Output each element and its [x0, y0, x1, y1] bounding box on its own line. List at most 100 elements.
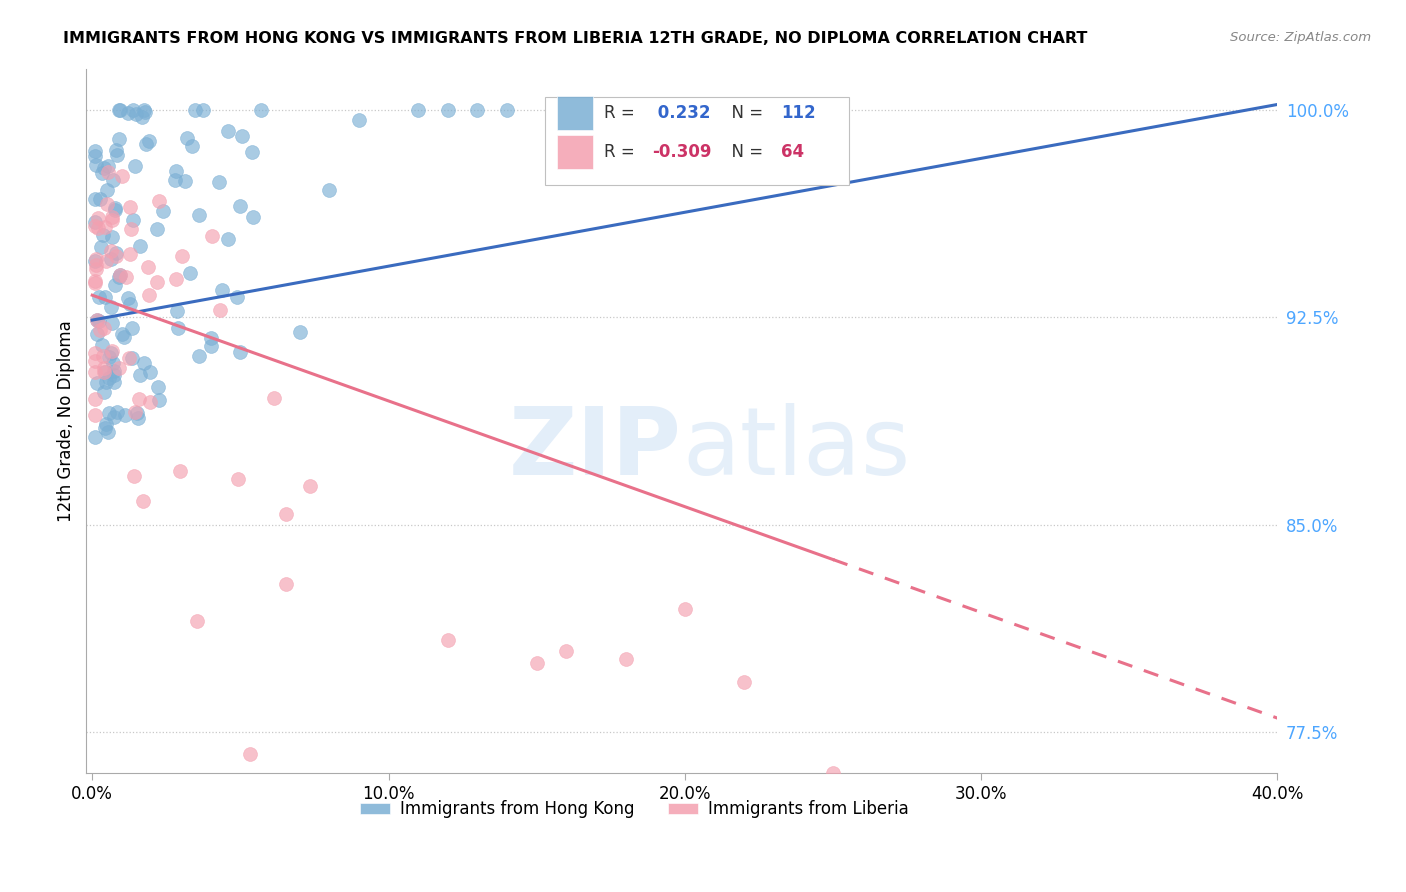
Point	[100, 213, 122, 227]
Point	[107, 131, 129, 145]
Point	[127, 411, 149, 425]
Point	[84, 365, 107, 379]
Point	[108, 268, 131, 282]
Point	[97, 165, 120, 179]
Point	[86, 312, 108, 326]
Point	[127, 406, 149, 420]
Point	[108, 268, 131, 283]
Point	[84, 253, 107, 268]
Point	[107, 103, 129, 117]
Point	[436, 632, 458, 647]
Point	[90, 240, 112, 254]
Point	[124, 159, 146, 173]
Point	[148, 194, 170, 209]
Point	[129, 239, 152, 253]
Point	[105, 148, 128, 162]
Point	[94, 253, 117, 268]
Point	[673, 602, 696, 616]
Point	[176, 131, 198, 145]
Point	[120, 297, 142, 311]
Point	[101, 344, 124, 359]
Point	[90, 166, 112, 180]
Point	[169, 464, 191, 478]
Point	[134, 105, 156, 120]
Point	[166, 304, 188, 318]
Point	[174, 173, 197, 187]
Point	[138, 288, 160, 302]
Point	[132, 493, 155, 508]
Point	[89, 323, 111, 337]
Point	[347, 113, 370, 128]
Point	[111, 327, 134, 342]
Point	[146, 222, 169, 236]
Point	[117, 106, 139, 120]
Point	[90, 338, 112, 352]
Point	[209, 303, 232, 318]
Point	[148, 393, 170, 408]
Point	[100, 316, 122, 330]
Point	[89, 192, 111, 206]
Point	[84, 430, 107, 444]
Point	[318, 183, 340, 197]
Point	[100, 252, 122, 266]
Point	[118, 200, 141, 214]
Point	[86, 221, 108, 235]
Point	[96, 197, 118, 211]
Point	[91, 227, 114, 242]
Point	[107, 270, 129, 285]
Point	[84, 219, 107, 233]
Point	[263, 391, 285, 405]
Point	[120, 247, 142, 261]
Point	[124, 405, 146, 419]
Point	[118, 351, 141, 365]
Point	[96, 183, 118, 197]
Text: R =: R =	[605, 104, 641, 122]
Point	[121, 351, 143, 365]
Point	[139, 365, 162, 379]
Text: ZIP: ZIP	[509, 403, 682, 495]
Point	[226, 290, 249, 304]
Point	[86, 376, 108, 391]
Text: 0.232: 0.232	[652, 104, 710, 122]
Text: -0.309: -0.309	[652, 143, 711, 161]
Point	[229, 345, 252, 359]
Point	[84, 392, 107, 407]
Point	[166, 271, 188, 285]
Point	[239, 747, 262, 761]
Point	[93, 320, 115, 334]
Point	[103, 375, 125, 389]
Point	[84, 157, 107, 171]
Point	[211, 283, 233, 297]
Point	[104, 203, 127, 218]
Point	[101, 229, 124, 244]
Point	[250, 103, 273, 117]
Point	[614, 652, 637, 666]
Point	[120, 222, 142, 236]
Text: N =: N =	[721, 143, 769, 161]
Point	[93, 161, 115, 176]
Point	[97, 371, 120, 385]
Point	[274, 507, 297, 521]
Point	[276, 577, 298, 591]
Text: IMMIGRANTS FROM HONG KONG VS IMMIGRANTS FROM LIBERIA 12TH GRADE, NO DIPLOMA CORR: IMMIGRANTS FROM HONG KONG VS IMMIGRANTS …	[63, 31, 1088, 46]
Point	[111, 169, 134, 184]
Point	[84, 252, 107, 266]
Point	[89, 290, 111, 304]
Point	[84, 258, 107, 272]
Text: R =: R =	[605, 143, 641, 161]
Point	[84, 149, 107, 163]
Point	[101, 173, 124, 187]
Point	[132, 103, 155, 117]
Point	[121, 103, 143, 118]
Point	[201, 228, 224, 243]
Point	[188, 349, 211, 363]
Point	[94, 290, 117, 304]
Point	[217, 124, 239, 138]
Point	[96, 375, 118, 389]
Point	[733, 675, 755, 690]
Point	[84, 409, 107, 423]
Point	[125, 107, 148, 121]
Point	[208, 175, 231, 189]
Point	[97, 425, 120, 439]
Point	[84, 144, 107, 158]
